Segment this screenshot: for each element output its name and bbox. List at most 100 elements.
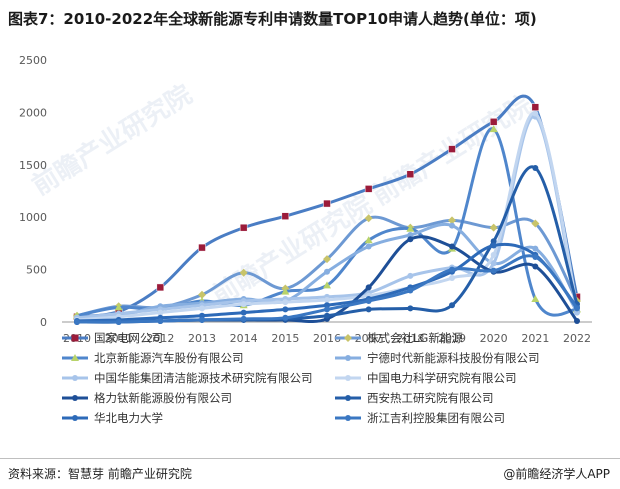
x-tick-label: 2012 [146,332,174,345]
x-tick-label: 2011 [105,332,133,345]
data-point [449,243,455,250]
data-point [240,309,247,316]
x-tick-label: 2014 [230,332,258,345]
legend-label: 宁德时代新能源科技股份有限公司 [367,351,540,365]
data-point [157,309,164,316]
data-point [449,274,455,281]
data-point [115,319,122,325]
data-point [281,287,290,295]
legend-label: 中国华能集团清洁能源技术研究院有限公司 [94,371,313,385]
data-point [532,110,539,117]
data-point [407,287,414,294]
data-point [282,306,289,313]
chart-title: 图表7：2010-2022年全球新能源专利申请数量TOP10申请人趋势(单位：项… [8,10,537,28]
data-point [323,281,331,289]
y-tick-label: 2500 [19,54,47,67]
data-point [365,298,372,305]
data-point [532,245,539,252]
legend-label: 华北电力大学 [94,411,163,425]
data-point [490,260,497,267]
data-point [490,251,497,258]
data-point [199,316,205,323]
data-point [531,294,540,302]
data-point [281,212,290,220]
data-point [239,268,248,277]
brand-text: @前瞻经济学人APP [503,467,610,481]
legend-label: 株式会社LG新能源 [367,331,463,345]
data-point [324,268,330,275]
legend-marker [72,415,78,421]
legend-marker [72,395,78,401]
data-point [282,314,289,321]
data-point [489,125,498,133]
data-point [449,222,455,229]
brand: @前瞻经济学人APP [503,465,610,482]
data-point [199,312,205,319]
x-tick-label: 2013 [188,332,216,345]
y-tick-label: 500 [26,264,47,277]
data-point [407,305,414,312]
source-note: 资料来源：智慧芽 前瞻产业研究院 [8,467,192,481]
footer: 资料来源：智慧芽 前瞻产业研究院 @前瞻经济学人APP [0,458,620,481]
legend-label: 西安热工研究院有限公司 [367,391,494,405]
data-point [157,317,164,324]
data-point [198,243,206,252]
legend-marker [71,354,79,361]
x-tick-label: 2020 [480,332,508,345]
data-point [490,242,497,249]
data-point [324,306,330,313]
data-point [199,305,205,312]
data-point [448,216,456,225]
data-point [448,145,456,153]
data-point [114,303,123,311]
data-point [239,223,248,232]
y-tick-label: 0 [40,316,47,329]
x-tick-label: 2018 [396,332,424,345]
data-point [74,319,80,325]
x-tick-label: 2017 [355,332,383,345]
data-point [324,296,330,303]
data-point [490,238,497,245]
x-tick-label: 2016 [313,332,341,345]
data-point [489,223,498,232]
data-point [365,306,372,313]
data-point [449,266,455,273]
y-tick-label: 1000 [19,211,47,224]
y-tick-label: 1500 [19,159,47,172]
data-point [574,317,580,324]
x-tick-label: 2019 [438,332,466,345]
data-point [532,263,539,270]
legend-marker [344,334,352,342]
x-tick-label: 2015 [271,332,299,345]
data-point [449,302,455,309]
data-point [365,284,372,291]
data-point [364,214,373,223]
line-chart: 0500100015002000250020102011201220132014… [19,54,592,425]
data-point [532,164,539,171]
data-point [364,185,373,193]
legend-marker [345,375,351,381]
legend-marker [345,355,351,361]
data-point [324,312,330,319]
legend-marker [71,334,79,342]
data-point [282,299,289,306]
data-point [407,236,414,243]
data-point [324,302,330,309]
legend-marker [345,395,351,401]
data-point [574,309,580,316]
data-point [323,255,331,264]
x-tick-label: 2021 [521,332,549,345]
data-point [365,243,372,250]
legend-label: 中国电力科学研究院有限公司 [367,371,517,385]
data-point [240,315,247,322]
data-point [531,219,540,228]
legend-label: 北京新能源汽车股份有限公司 [94,351,244,365]
data-point [490,267,497,274]
data-point [532,254,539,261]
data-point [574,305,580,312]
x-tick-label: 2022 [563,332,591,345]
data-point [156,283,165,292]
data-point [407,232,414,239]
y-tick-label: 2000 [19,106,47,119]
data-point [406,224,415,232]
